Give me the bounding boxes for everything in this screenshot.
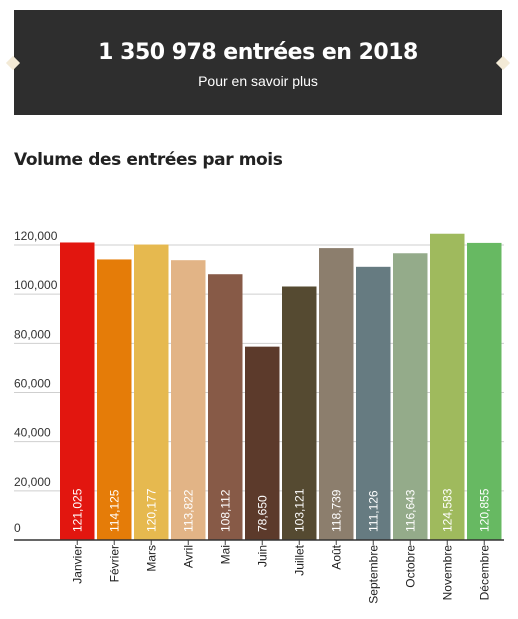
bar-value-label: 108,112 xyxy=(218,489,232,532)
bar-value-label: 120,855 xyxy=(477,488,491,532)
bar[interactable] xyxy=(208,274,243,540)
bar[interactable] xyxy=(356,266,391,540)
bar[interactable] xyxy=(245,346,280,540)
x-tick-label: Août xyxy=(329,544,343,569)
banner-title: 1 350 978 entrées en 2018 xyxy=(98,40,418,65)
bar[interactable] xyxy=(60,242,95,540)
x-tick-label: Juillet xyxy=(292,544,306,575)
bar[interactable] xyxy=(97,259,132,540)
bar[interactable] xyxy=(430,233,465,540)
bar-value-label: 114,125 xyxy=(107,489,121,532)
learn-more-link[interactable]: Pour en savoir plus xyxy=(198,73,318,89)
bar[interactable] xyxy=(282,286,317,540)
bar-value-label: 116,643 xyxy=(403,489,417,532)
bar-value-label: 111,126 xyxy=(366,490,380,532)
x-tick-label: Avril xyxy=(181,545,195,568)
x-tick-label: Février xyxy=(107,545,121,582)
section-title: Volume des entrées par mois xyxy=(14,150,283,170)
bar-value-label: 121,025 xyxy=(70,488,84,532)
y-tick-label: 40,000 xyxy=(14,426,51,440)
y-tick-label: 80,000 xyxy=(14,327,51,341)
y-tick-label: 120,000 xyxy=(14,229,58,243)
x-tick-label: Octobre xyxy=(403,545,417,588)
bar[interactable] xyxy=(319,248,354,540)
y-tick-label: 100,000 xyxy=(14,278,58,292)
bar[interactable] xyxy=(134,244,169,540)
bar-value-label: 118,739 xyxy=(329,489,343,532)
bar[interactable] xyxy=(393,253,428,540)
x-tick-label: Juin xyxy=(255,545,269,567)
y-tick-label: 20,000 xyxy=(14,475,51,489)
x-tick-label: Mars xyxy=(144,545,158,572)
bar[interactable] xyxy=(467,242,502,540)
bar[interactable] xyxy=(171,260,206,540)
x-tick-label: Septembre xyxy=(366,545,380,604)
bar-value-label: 124,583 xyxy=(440,488,454,532)
summary-banner: 1 350 978 entrées en 2018 Pour en savoir… xyxy=(5,10,511,115)
bar-value-label: 113,822 xyxy=(181,489,195,532)
bar-value-label: 103,121 xyxy=(292,488,306,532)
x-tick-label: Janvier xyxy=(70,545,84,584)
x-tick-label: Novembre xyxy=(440,545,454,601)
y-tick-label: 0 xyxy=(14,521,21,535)
x-tick-label: Mai xyxy=(218,545,232,564)
bar-value-label: 120,177 xyxy=(144,488,158,532)
y-tick-label: 60,000 xyxy=(14,377,51,391)
x-tick-label: Décembre xyxy=(477,545,491,601)
bar-value-label: 78,650 xyxy=(255,495,269,532)
